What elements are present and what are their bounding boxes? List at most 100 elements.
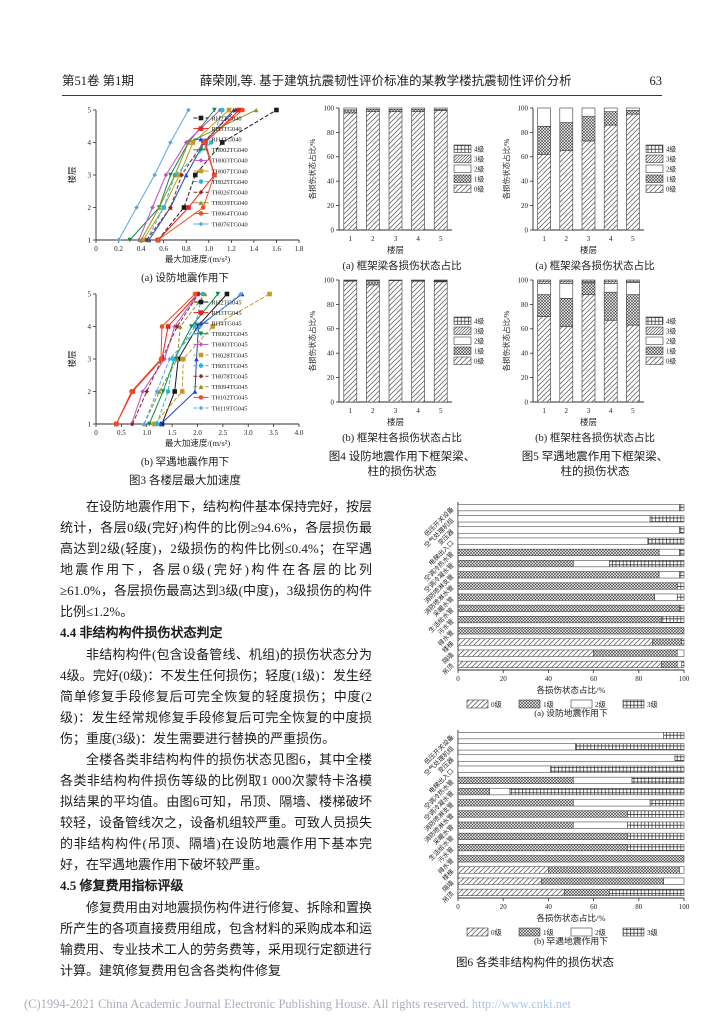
- figure6-column: 0 20 40 60 80 100 低压开关设备 空气处理机组 变压器 电梯出入口 空调冷热水管 空调…: [378, 496, 692, 981]
- figure5-column: 0 20 40 60 80 100 1 2 3 4 5 楼层 各损伤状态占比/% 4级 3级 2级 1级 0级 (…: [500, 102, 690, 489]
- svg-text:2: 2: [565, 407, 569, 415]
- fig5a-subcaption: (a) 框架梁各损伤状态占比: [535, 261, 655, 272]
- svg-text:楼层: 楼层: [580, 245, 597, 255]
- svg-text:40: 40: [327, 178, 335, 186]
- svg-text:RH2TG045: RH2TG045: [211, 299, 241, 306]
- fig4-caption-line2: 柱的损伤状态: [367, 466, 437, 478]
- svg-text:1.2: 1.2: [227, 245, 236, 253]
- svg-text:5: 5: [88, 106, 92, 114]
- svg-text:80: 80: [327, 129, 335, 137]
- svg-text:2级: 2级: [666, 336, 676, 345]
- svg-text:80: 80: [521, 129, 529, 137]
- svg-text:2: 2: [565, 235, 569, 243]
- svg-text:2: 2: [88, 204, 92, 212]
- svg-text:RH3TG045: RH3TG045: [211, 310, 241, 317]
- svg-text:3级: 3级: [647, 700, 658, 709]
- svg-text:80: 80: [521, 301, 529, 309]
- paragraph-montecarlo: 全楼各类非结构构件的损伤状态见图6，其中全楼各类非结构构件损伤等级的比例取1 0…: [60, 752, 373, 872]
- paragraph-structural-damage: 在设防地震作用下，结构构件基本保持完好，按层统计，各层0级(完好)构件的比例≥9…: [60, 499, 373, 619]
- svg-text:1: 1: [542, 235, 546, 243]
- svg-text:3级: 3级: [666, 326, 676, 335]
- svg-text:100: 100: [679, 675, 690, 683]
- fig3a-subcaption: (a) 设防地震作用下: [141, 273, 229, 284]
- svg-text:1.8: 1.8: [295, 245, 304, 253]
- svg-text:楼层: 楼层: [580, 417, 597, 427]
- svg-text:2级: 2级: [474, 164, 484, 173]
- svg-text:3: 3: [587, 407, 591, 415]
- svg-text:5: 5: [439, 407, 443, 415]
- svg-text:60: 60: [327, 325, 335, 333]
- svg-text:RH4TG040: RH4TG040: [211, 137, 241, 144]
- svg-text:4级: 4级: [666, 144, 676, 153]
- svg-text:60: 60: [590, 675, 598, 683]
- svg-text:0: 0: [525, 398, 529, 406]
- svg-text:最大加速度/(m/s²): 最大加速度/(m/s²): [165, 438, 231, 448]
- svg-text:2级: 2级: [595, 928, 606, 937]
- svg-text:2: 2: [371, 235, 375, 243]
- svg-text:1级: 1级: [543, 928, 554, 937]
- fig4-caption: 图4 设防地震作用下框架梁、 柱的损伤状态: [329, 450, 476, 480]
- svg-text:TH003TG040: TH003TG040: [211, 158, 247, 165]
- svg-text:0: 0: [456, 903, 460, 911]
- svg-text:0.4: 0.4: [137, 245, 146, 253]
- svg-text:1: 1: [349, 407, 353, 415]
- svg-text:2级: 2级: [595, 700, 606, 709]
- svg-text:0级: 0级: [666, 184, 676, 193]
- svg-text:TH026TG040: TH026TG040: [211, 190, 247, 197]
- svg-text:5: 5: [631, 235, 635, 243]
- svg-text:4级: 4级: [666, 316, 676, 325]
- copyright-footer: (C)1994-2021 China Academic Journal Elec…: [24, 997, 714, 1012]
- svg-text:80: 80: [635, 903, 643, 911]
- svg-text:0.6: 0.6: [159, 245, 168, 253]
- svg-text:吊顶: 吊顶: [441, 890, 456, 905]
- svg-text:TH028TG045: TH028TG045: [211, 352, 247, 359]
- svg-text:1: 1: [349, 235, 353, 243]
- svg-text:40: 40: [545, 903, 553, 911]
- figure4-column: 0 20 40 60 80 100 1 2 3 4 5 楼层 各损伤状态占比/% 4级 3级 2级 1级 0级 (…: [304, 102, 500, 489]
- svg-text:60: 60: [521, 325, 529, 333]
- cnki-url: http://www.cnki.net: [471, 997, 572, 1011]
- svg-text:1.4: 1.4: [250, 245, 259, 253]
- fig5b-subcaption: (b) 框架柱各损伤状态占比: [535, 433, 655, 444]
- heading-4-5: 4.5 修复费用指标评级: [60, 878, 184, 893]
- svg-text:40: 40: [327, 350, 335, 358]
- text-column: 在设防地震作用下，结构构件基本保持完好，按层统计，各层0级(完好)构件的比例≥9…: [60, 496, 372, 981]
- svg-text:TH078TG045: TH078TG045: [211, 374, 247, 381]
- svg-text:0: 0: [331, 226, 335, 234]
- svg-text:1.5: 1.5: [168, 429, 177, 437]
- svg-text:20: 20: [327, 374, 335, 382]
- page-number: 63: [649, 74, 663, 88]
- svg-text:20: 20: [327, 202, 335, 210]
- svg-text:最大加速度/(m/s²): 最大加速度/(m/s²): [165, 254, 231, 264]
- body-content: 在设防地震作用下，结构构件基本保持完好，按层统计，各层0级(完好)构件的比例≥9…: [60, 496, 692, 981]
- svg-text:1级: 1级: [474, 346, 484, 355]
- svg-text:2级: 2级: [666, 164, 676, 173]
- svg-text:1级: 1级: [543, 700, 554, 709]
- svg-text:40: 40: [521, 178, 529, 186]
- svg-text:4: 4: [416, 407, 420, 415]
- svg-text:80: 80: [635, 675, 643, 683]
- svg-text:1: 1: [88, 420, 92, 428]
- svg-text:TH051TG045: TH051TG045: [211, 363, 247, 370]
- svg-text:楼层: 楼层: [387, 245, 404, 255]
- figure-strip: 0 0.2 0.4 0.6 0.8 1.0 1.2 1.4 1.6 1.8 1 2 3 4 5 最大加速度/(…: [66, 102, 690, 489]
- svg-text:(a) 设防地震作用下: (a) 设防地震作用下: [534, 707, 608, 718]
- svg-text:5: 5: [439, 235, 443, 243]
- svg-text:20: 20: [521, 374, 529, 382]
- svg-text:0: 0: [94, 245, 98, 253]
- svg-text:3: 3: [394, 235, 398, 243]
- svg-text:TH039TG040: TH039TG040: [211, 200, 247, 207]
- svg-text:40: 40: [521, 350, 529, 358]
- svg-text:80: 80: [327, 301, 335, 309]
- svg-text:2: 2: [88, 388, 92, 396]
- svg-text:TH002TG040: TH002TG040: [211, 147, 247, 154]
- fig3a-line-chart: 0 0.2 0.4 0.6 0.8 1.0 1.2 1.4 1.6 1.8 1 2 3 4 5 最大加速度/(…: [67, 106, 304, 264]
- svg-text:100: 100: [518, 104, 529, 112]
- journal-issue: 第51卷 第1期: [62, 74, 134, 88]
- paragraph-repair-cost: 修复费用由对地震损伤构件进行修复、拆除和置换所产生的各项直接费用组成，包含材料的…: [60, 900, 373, 978]
- svg-text:各损伤状态占比/%: 各损伤状态占比/%: [501, 311, 511, 372]
- svg-text:60: 60: [590, 903, 598, 911]
